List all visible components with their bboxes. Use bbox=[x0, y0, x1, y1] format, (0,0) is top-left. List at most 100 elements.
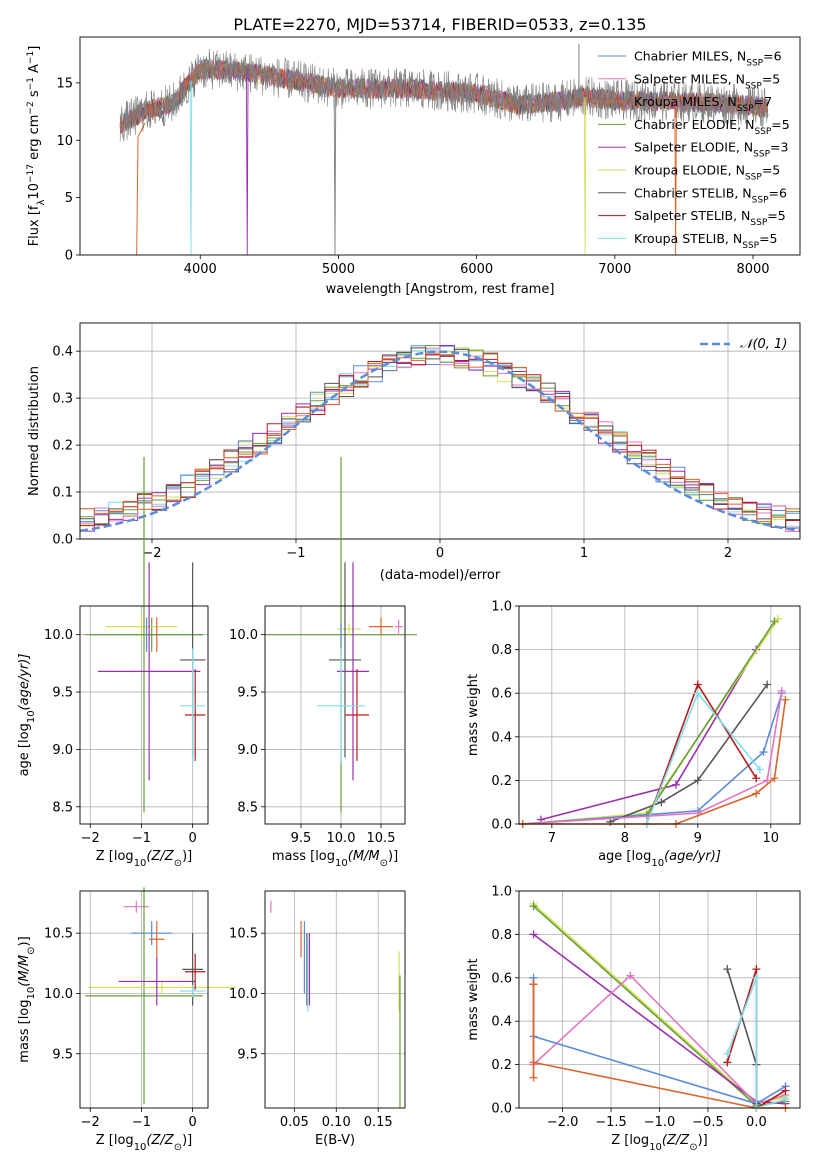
y-axis-label-part: Flux [f bbox=[27, 205, 42, 246]
y-axis-label: Normed distribution bbox=[27, 366, 42, 496]
ylabel-label: age [log10(age/yr)] bbox=[17, 654, 37, 777]
x-tick-label: −1 bbox=[132, 831, 151, 846]
weight-line bbox=[726, 977, 786, 1110]
xlabel-part: age [log bbox=[598, 849, 651, 864]
y-tick-label: 0.2 bbox=[491, 1058, 512, 1073]
y-tick-label: 0 bbox=[65, 249, 73, 264]
xlabel-part: (age/yr)] bbox=[664, 849, 721, 864]
weight-marker bbox=[755, 765, 764, 774]
xlabel-part: 10 bbox=[134, 858, 147, 869]
x-tick-label: 10.0 bbox=[327, 831, 356, 846]
y-tick-label: 0.8 bbox=[491, 928, 512, 943]
errorbar-point bbox=[131, 921, 173, 946]
y-tick-label: 1.0 bbox=[491, 600, 512, 615]
weight-marker bbox=[759, 748, 768, 757]
x-tick-label: 1 bbox=[580, 546, 588, 561]
weight-marker bbox=[752, 973, 761, 982]
x-tick-label: 0 bbox=[188, 831, 196, 846]
x-tick-label: 0.10 bbox=[322, 1115, 351, 1130]
xlabel-part: Z [log bbox=[96, 849, 134, 864]
x-tick-label: −2.0 bbox=[547, 1115, 579, 1130]
legend-label-part: =6 bbox=[769, 185, 787, 200]
y-tick-label: 8.5 bbox=[237, 800, 258, 815]
weight-marker bbox=[723, 965, 732, 974]
axes-frame bbox=[518, 890, 801, 1109]
xlabel-label: mass [log10(M/M⊙)] bbox=[272, 849, 398, 869]
weight-marker bbox=[781, 695, 790, 704]
weight-line bbox=[609, 684, 768, 823]
y-tick-label: 0.0 bbox=[491, 818, 512, 833]
legend-item: Kroupa STELIB, NSSP=5 bbox=[598, 231, 778, 251]
legend-label-sub: SSP bbox=[752, 195, 769, 205]
x-tick-label: −0.5 bbox=[692, 1115, 724, 1130]
legend-label-part: Chabrier MILES, N bbox=[634, 49, 746, 64]
legend-label-part: Chabrier ELODIE, N bbox=[634, 117, 754, 132]
xlabel-part: 10 bbox=[335, 858, 348, 869]
mass-vs-metallicity-panel: −2 −1 09.510.010.5Z [log10(Z/Z⊙)]mass [log… bbox=[17, 887, 237, 1153]
plot-area bbox=[265, 606, 405, 824]
weight-marker bbox=[529, 930, 538, 939]
legend-item: Kroupa ELODIE, NSSP=5 bbox=[598, 163, 780, 183]
xlabel-label: Z [log10(Z/Z⊙)] bbox=[96, 1133, 192, 1153]
xlabel-part: Z [log bbox=[96, 1133, 134, 1148]
legend-item: Salpeter MILES, NSSP=5 bbox=[598, 71, 780, 91]
y-axis-label-part: λ bbox=[36, 199, 47, 205]
residuals-panel: −2 −1 0 1 2 0.0 0.1 0.2 0.3 0.4 𝒩(0, 1) (data-model… bbox=[27, 322, 801, 583]
weight-marker bbox=[781, 1086, 790, 1095]
weight-marker bbox=[693, 776, 702, 785]
y-tick-label: 8.5 bbox=[52, 800, 73, 815]
legend-label-part: Salpeter ELODIE, N bbox=[634, 140, 753, 155]
y-axis-label-part: A bbox=[27, 64, 42, 77]
errorbar-point bbox=[337, 562, 369, 781]
errorbar-point bbox=[184, 953, 206, 990]
ylabel-part: )] bbox=[17, 936, 32, 946]
y-tick-label: 10.5 bbox=[229, 927, 258, 942]
x-tick-label: 9 bbox=[694, 831, 702, 846]
legend-label: Kroupa ELODIE, NSSP=5 bbox=[634, 163, 780, 183]
xlabel-part: 10 bbox=[134, 1142, 147, 1153]
legend-item: Kroupa MILES, NSSP=7 bbox=[598, 94, 772, 114]
legend-item: Chabrier MILES, NSSP=6 bbox=[598, 49, 782, 69]
x-tick-label: 4000 bbox=[184, 262, 217, 277]
ylabel-part: ⊙ bbox=[26, 946, 37, 954]
ylabel-part: mass [log bbox=[17, 999, 32, 1062]
x-tick-label: −2 bbox=[81, 1115, 100, 1130]
x-tick-label: 10 bbox=[763, 831, 780, 846]
legend-label: Chabrier ELODIE, NSSP=5 bbox=[634, 117, 790, 137]
normal-legend-label: 𝒩(0, 1) bbox=[740, 337, 787, 352]
y-axis-label-part: 10 bbox=[27, 183, 42, 200]
y-tick-label: 0.4 bbox=[491, 730, 512, 745]
legend-label-sub: SSP bbox=[737, 104, 754, 114]
legend-label-part: Salpeter MILES, N bbox=[634, 71, 745, 86]
x-tick-label: −1.0 bbox=[644, 1115, 676, 1130]
errorbar-point bbox=[85, 887, 203, 1105]
weight-marker bbox=[693, 689, 702, 698]
x-tick-label: 6000 bbox=[460, 262, 493, 277]
legend-label-part: Kroupa MILES, N bbox=[634, 94, 737, 109]
xlabel-part: (Z/Z bbox=[146, 849, 174, 864]
legend-item: Chabrier STELIB, NSSP=6 bbox=[598, 185, 787, 205]
xlabel-part: mass [log bbox=[272, 849, 335, 864]
legend-label-sub: SSP bbox=[746, 59, 763, 69]
errorbar-point bbox=[85, 456, 203, 813]
weight-marker bbox=[657, 798, 666, 807]
observed-spectrum bbox=[119, 48, 769, 142]
x-tick-label: 0 bbox=[436, 546, 444, 561]
y-tick-label: 10.5 bbox=[44, 927, 73, 942]
errorbar-point bbox=[369, 617, 393, 636]
model-edge bbox=[136, 122, 146, 256]
legend-label-sub: SSP bbox=[745, 81, 762, 91]
legend-item: Salpeter STELIB, NSSP=5 bbox=[598, 208, 786, 228]
weight-marker bbox=[723, 1049, 732, 1058]
ylabel-part: (age/yr)] bbox=[17, 654, 32, 711]
legend-label: Kroupa MILES, NSSP=7 bbox=[634, 94, 772, 114]
legend-label-part: =5 bbox=[762, 71, 780, 86]
weight-marker bbox=[752, 774, 761, 783]
errorbar-point bbox=[317, 648, 365, 764]
y-tick-label: 10.0 bbox=[229, 987, 258, 1002]
legend-label-part: Kroupa STELIB, N bbox=[634, 231, 742, 246]
spectrum-panel: 4000 5000 6000 7000 8000 0 5 10 15 wavelength [An… bbox=[26, 36, 801, 297]
xlabel-part: ⊙ bbox=[174, 1142, 182, 1153]
